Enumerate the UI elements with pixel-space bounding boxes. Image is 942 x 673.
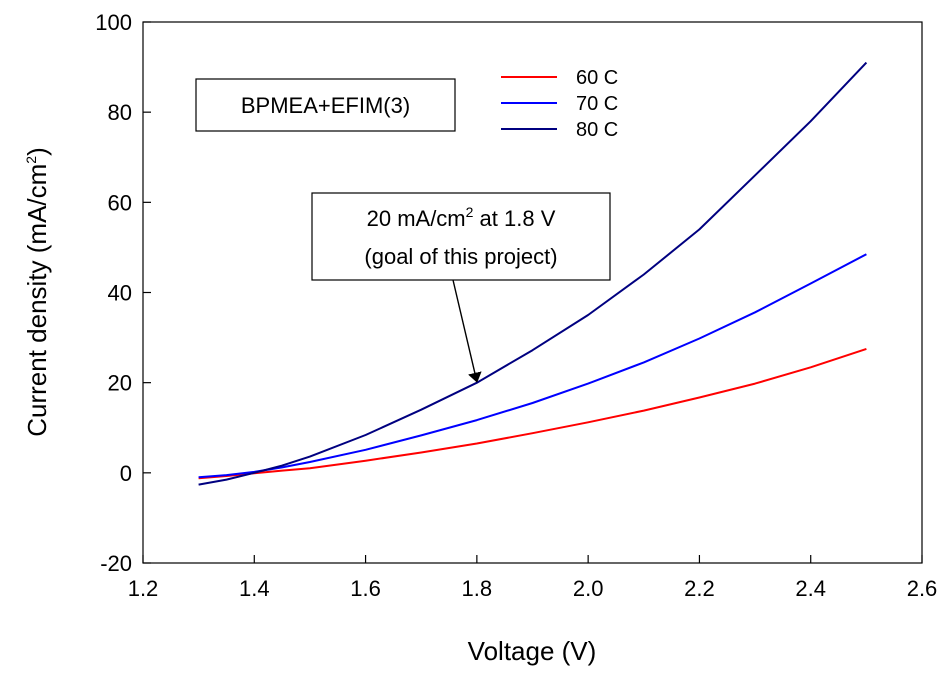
x-ticks: 1.2 1.4 1.6 1.8 2.0 2.2 2.4 2.6 — [128, 555, 938, 601]
y-ticks: -20 0 20 40 60 80 100 — [95, 10, 151, 576]
x-tick-label: 1.8 — [462, 576, 493, 601]
y-tick-label: 20 — [108, 371, 132, 396]
series-line-3 — [198, 61, 868, 486]
x-tick-label: 1.4 — [239, 576, 270, 601]
goal-annotation-line1: 20 mA/cm2 at 1.8 V — [367, 204, 556, 231]
x-tick-label: 2.2 — [684, 576, 715, 601]
legend-label-1: 60 C — [576, 67, 618, 89]
y-tick-label: -20 — [100, 551, 132, 576]
series-layer — [198, 61, 868, 486]
legend: 60 C 70 C 80 C — [501, 67, 618, 141]
series-line-1 — [198, 347, 867, 480]
x-tick-label: 2.0 — [573, 576, 604, 601]
series-line-2 — [198, 253, 867, 479]
x-tick-label: 2.6 — [907, 576, 938, 601]
legend-label-3: 80 C — [576, 119, 618, 141]
x-tick-label: 2.4 — [795, 576, 826, 601]
sample-label-box: BPMEA+EFIM(3) — [195, 78, 456, 132]
y-tick-label: 80 — [108, 100, 132, 125]
x-tick-label: 1.2 — [128, 576, 159, 601]
y-tick-label: 100 — [95, 10, 132, 35]
y-tick-label: 60 — [108, 190, 132, 215]
sample-label: BPMEA+EFIM(3) — [241, 93, 410, 118]
x-axis-title: Voltage (V) — [468, 636, 597, 666]
y-axis-title: Current density (mA/cm2) — [22, 147, 52, 437]
goal-annotation: 20 mA/cm2 at 1.8 V (goal of this project… — [311, 192, 611, 383]
goal-arrow — [452, 279, 482, 383]
x-tick-label: 1.6 — [350, 576, 381, 601]
y-tick-label: 0 — [120, 461, 132, 486]
goal-annotation-line2: (goal of this project) — [364, 244, 557, 269]
legend-label-2: 70 C — [576, 93, 618, 115]
y-tick-label: 40 — [108, 281, 132, 306]
